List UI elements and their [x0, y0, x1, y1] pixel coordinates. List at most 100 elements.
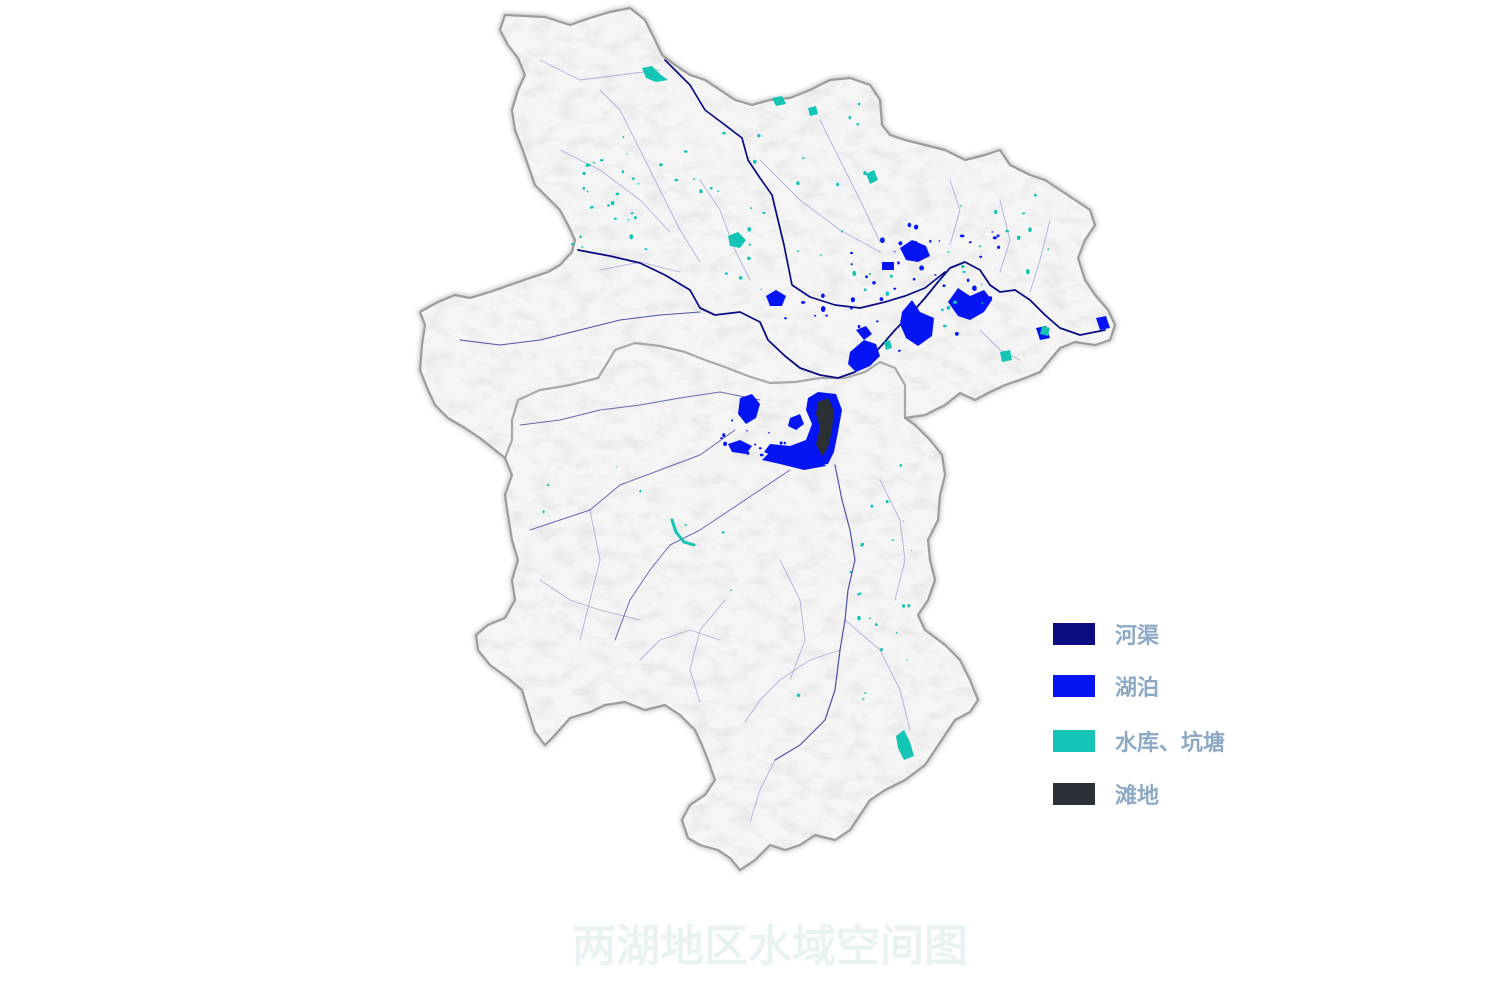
reservoir-spot	[848, 115, 852, 120]
reservoir-spot	[849, 570, 852, 574]
small-lake	[882, 262, 894, 270]
lake-spot	[753, 443, 757, 446]
minor-river	[999, 199, 1011, 273]
dongting-shoal	[816, 398, 834, 456]
reservoir-spot	[801, 157, 805, 160]
reservoir-spot	[1034, 193, 1037, 197]
reservoir	[728, 232, 746, 248]
legend-label-rivers: 河渠	[1115, 624, 1160, 649]
lake-spot	[907, 222, 912, 228]
legend-swatch-shoals	[1053, 783, 1095, 805]
minor-river	[779, 559, 806, 681]
minor-river	[879, 479, 906, 601]
lake-spot	[988, 296, 993, 301]
lake-spot	[934, 274, 937, 276]
reservoir-spot	[1028, 227, 1032, 233]
minor-river	[744, 649, 841, 723]
lake-spot	[793, 449, 798, 455]
lake-spot	[850, 297, 856, 303]
reservoir-spot	[1047, 248, 1050, 251]
reservoir	[884, 340, 892, 350]
liangzi-lake	[948, 288, 992, 320]
lake-spot	[992, 236, 997, 240]
reservoir-spot	[1021, 212, 1026, 215]
reservoir-spot	[863, 288, 867, 292]
reservoir-spot	[797, 250, 800, 253]
han-river	[664, 59, 946, 309]
reservoir-spot	[857, 593, 861, 596]
reservoir-spot	[859, 592, 862, 594]
reservoir-spot	[750, 207, 753, 210]
minor-rivers	[539, 59, 1051, 823]
reservoir-spot	[599, 159, 604, 162]
reservoir-spot	[616, 466, 618, 468]
reservoir-spot	[610, 200, 615, 206]
reservoir-spot	[639, 489, 642, 493]
reservoir-spot	[722, 131, 726, 135]
minor-river	[599, 89, 701, 263]
reservoir-spot	[902, 604, 906, 608]
lake-spot	[968, 241, 972, 244]
reservoir-spot	[582, 186, 585, 191]
legend-label-lakes: 湖泊	[1115, 676, 1160, 701]
minor-river	[819, 119, 881, 243]
minor-river	[979, 329, 1021, 361]
reservoir-spot	[659, 163, 663, 167]
wuhan-north-lake	[900, 240, 930, 262]
dongting-west-lake	[738, 394, 760, 424]
lake-spot	[976, 295, 982, 301]
reservoir-spot	[586, 190, 589, 193]
reservoir-spot	[589, 206, 592, 209]
lake-spot	[784, 317, 787, 320]
reservoir-spot	[634, 215, 637, 220]
reservoir-spot	[880, 648, 883, 652]
reservoir-spot	[571, 243, 575, 246]
reservoir-spot	[907, 604, 911, 608]
minor-river	[759, 159, 881, 253]
lake-spot	[720, 437, 723, 440]
reservoir-channel	[670, 518, 696, 547]
reservoir-spot	[920, 269, 923, 271]
lake-spot	[722, 433, 726, 438]
reservoir-spot	[856, 122, 860, 126]
lake-spot	[879, 297, 884, 301]
lake-spot	[929, 239, 932, 243]
reservoir	[772, 96, 786, 106]
reservoir-spot	[902, 521, 905, 523]
lake-spot	[880, 237, 885, 244]
yuan-river	[529, 429, 736, 531]
legend-label-reservoirs: 水库、坑塘	[1115, 731, 1226, 756]
reservoir-spot	[621, 170, 625, 174]
minor-river	[1029, 219, 1051, 293]
reservoir-spot	[585, 163, 589, 167]
lake-spot	[997, 245, 1001, 249]
reservoir-spot	[582, 171, 586, 176]
reservoir-spot	[746, 256, 751, 261]
reservoir-spot	[874, 623, 878, 627]
lake-spot	[996, 234, 1000, 238]
lake-spot	[972, 285, 977, 291]
lake-spot	[912, 277, 916, 281]
lake-spot	[783, 441, 786, 445]
legend-swatch-rivers	[1053, 623, 1095, 645]
lake-spot	[731, 419, 734, 422]
reservoir-spot	[796, 181, 800, 186]
legend-swatch-lakes	[1053, 675, 1095, 697]
reservoir-spot	[939, 279, 942, 282]
reservoir-spot	[796, 693, 801, 697]
reservoir-spot	[885, 499, 889, 504]
qing-river	[459, 311, 701, 346]
reservoir-spot	[1016, 235, 1021, 240]
reservoir-spot	[629, 234, 634, 240]
reservoir-spot	[953, 300, 957, 304]
reservoir-spot	[864, 692, 867, 695]
lake-spot	[893, 251, 896, 253]
reservoir-spot	[581, 245, 584, 248]
legend-item-rivers: 河渠	[1053, 621, 1160, 649]
lake-spot	[850, 251, 853, 255]
lake-spot	[779, 441, 783, 445]
lake-spot	[938, 240, 941, 242]
zi-river	[614, 469, 791, 641]
lake-spot	[723, 441, 728, 447]
